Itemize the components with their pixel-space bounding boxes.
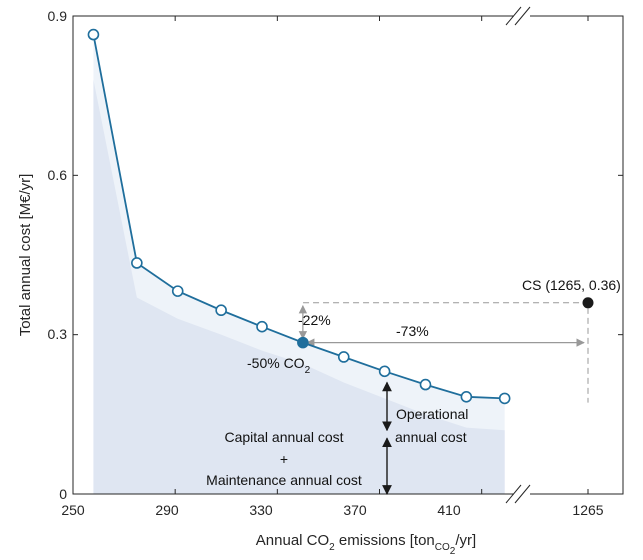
cs-point (582, 297, 594, 309)
y-tick-label: 0.9 (48, 8, 68, 24)
x-tick-label: 410 (437, 502, 461, 518)
data-point (378, 365, 391, 378)
data-point (87, 28, 100, 41)
x-tick-label: 290 (155, 502, 179, 518)
axis-break-top-slash (514, 6, 531, 26)
x-tick-label: 330 (249, 502, 273, 518)
cs-dashed-connector (302, 302, 589, 403)
y-tick-label: 0.3 (48, 326, 68, 342)
axis-break-bottom-slash (505, 484, 522, 504)
data-point (171, 285, 184, 297)
operational-label-line1: Operational (396, 406, 468, 422)
data-point (215, 304, 227, 317)
capital-label-line1: Capital annual cost (224, 429, 343, 445)
capital-label-line2: Maintenance annual cost (206, 472, 362, 488)
axis-break-bottom-slash (514, 484, 531, 504)
y-axis-title: Total annual cost [M€/yr] (17, 174, 34, 337)
plot-layer (72, 6, 624, 504)
data-point (419, 378, 432, 391)
data-point (498, 392, 511, 405)
axis-break-top-slash (505, 6, 522, 26)
data-point (460, 391, 473, 403)
y-tick-label: 0.6 (48, 167, 68, 183)
capital-cost-area (93, 79, 505, 494)
x-axis-title: Annual CO2 emissions [tonCO2/yr] (256, 532, 476, 557)
x-tick-label: 370 (343, 502, 367, 518)
data-point (131, 257, 143, 269)
reduction-73-label: -73% (396, 323, 429, 339)
x-tick-label-break: 1265 (572, 502, 603, 518)
cs-label: CS (1265, 0.36) (522, 277, 621, 293)
operational-label-line2: annual cost (395, 429, 467, 445)
highlight-label: -50% CO2 (247, 355, 311, 376)
data-point (256, 320, 268, 333)
x-tick-label: 250 (61, 502, 85, 518)
reduction-22-label: -22% (298, 312, 331, 328)
y-tick-label: 0 (59, 486, 67, 502)
highlight-point (297, 336, 309, 349)
data-point (337, 351, 350, 363)
capital-label-plus: + (280, 451, 288, 467)
axes-frame (72, 15, 624, 495)
